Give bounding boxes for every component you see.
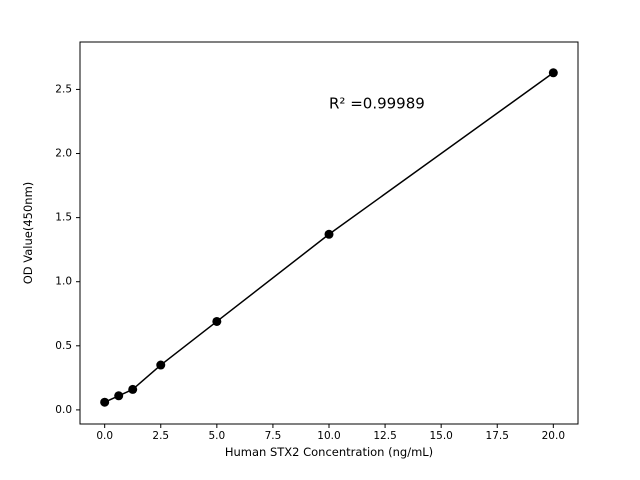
y-tick-label: 1.0 — [55, 276, 72, 288]
r-squared-annotation: R² =0.99989 — [329, 95, 425, 113]
x-tick-label: 17.5 — [486, 430, 509, 442]
x-tick-label: 2.5 — [152, 430, 169, 442]
y-tick-label: 2.5 — [55, 83, 72, 95]
x-tick-label: 5.0 — [208, 430, 225, 442]
y-axis-label: OD Value(450nm) — [21, 182, 35, 285]
data-point — [114, 391, 124, 401]
x-tick-label: 7.5 — [265, 430, 282, 442]
x-tick-label: 15.0 — [429, 430, 452, 442]
y-tick-label: 0.0 — [55, 404, 72, 416]
x-axis-label: Human STX2 Concentration (ng/mL) — [225, 445, 433, 459]
y-tick-label: 1.5 — [55, 212, 72, 224]
x-tick-label: 10.0 — [317, 430, 340, 442]
data-point — [100, 397, 110, 407]
plot-area: 0.0 2.5 5.0 7.5 10.0 12.5 15.0 17.5 20.0 0.0 0.5 1.… — [55, 41, 579, 442]
data-point — [156, 360, 166, 370]
y-tick-label: 0.5 — [55, 340, 72, 352]
data-point — [128, 384, 138, 394]
data-point — [548, 68, 558, 78]
x-tick-label: 0.0 — [96, 430, 113, 442]
y-tick-label: 2.0 — [55, 148, 72, 160]
data-point — [324, 229, 334, 239]
x-tick-label: 20.0 — [542, 430, 565, 442]
x-tick-label: 12.5 — [373, 430, 396, 442]
data-point — [212, 316, 222, 326]
